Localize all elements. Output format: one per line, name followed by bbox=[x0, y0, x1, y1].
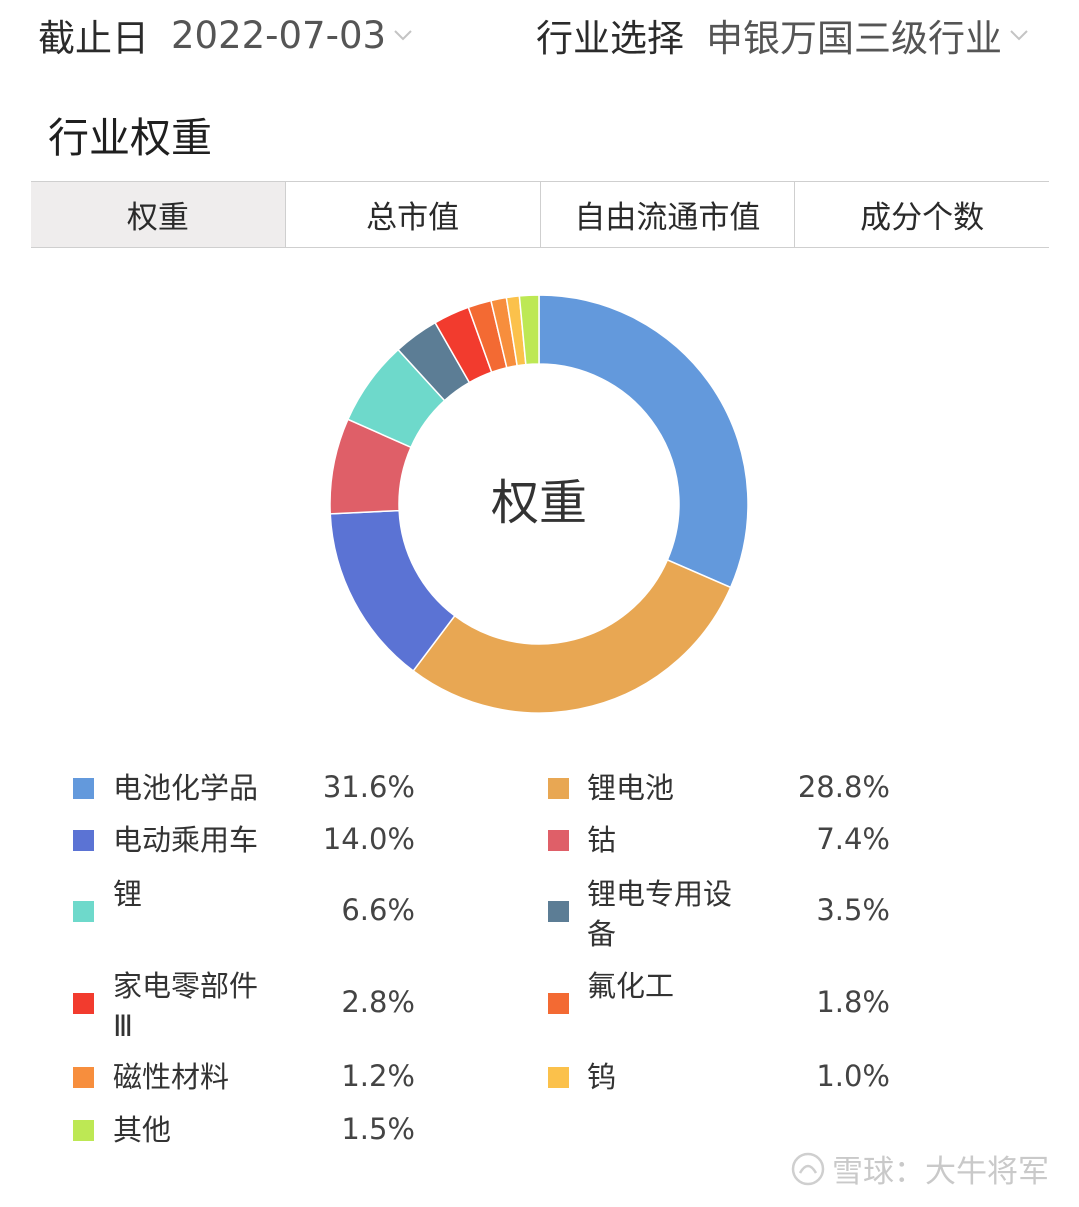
legend-label: 钨 bbox=[587, 1060, 617, 1094]
donut-slice-10[interactable] bbox=[518, 294, 540, 366]
legend-item[interactable]: 钨 1.0% bbox=[0, 1057, 1079, 1097]
legend-value: 1.8% bbox=[816, 985, 890, 1019]
date-filter[interactable]: 截止日 2022-07-03 bbox=[38, 10, 414, 60]
legend-item[interactable]: 磁性材料 1.2% bbox=[0, 1057, 1079, 1097]
tab-constituent-count[interactable]: 成分个数 bbox=[794, 182, 1049, 247]
legend-item[interactable]: 其他 1.5% bbox=[0, 1110, 1079, 1150]
legend-item[interactable]: 钴 7.4% bbox=[0, 820, 1079, 860]
section-title: 行业权重 bbox=[48, 114, 212, 162]
legend-swatch bbox=[73, 1120, 94, 1141]
legend-item[interactable]: 氟化工 1.8% bbox=[0, 969, 1079, 1034]
legend-label: 电动乘用车 bbox=[113, 823, 259, 857]
legend-item[interactable]: 电池化学品 31.6% bbox=[0, 768, 1079, 808]
legend-swatch bbox=[73, 830, 94, 851]
legend-value: 2.8% bbox=[341, 985, 415, 1019]
tab-free-float-market-cap[interactable]: 自由流通市值 bbox=[539, 182, 795, 247]
legend-label: 电池化学品 bbox=[113, 771, 259, 805]
legend-item[interactable]: 锂电专用设备 3.5% bbox=[0, 877, 1079, 951]
legend-value: 1.2% bbox=[341, 1059, 415, 1093]
legend-swatch bbox=[548, 901, 569, 922]
donut-center-label: 权重 bbox=[491, 475, 587, 531]
industry-filter-value[interactable]: 申银万国三级行业 bbox=[706, 17, 1002, 60]
date-filter-value[interactable]: 2022-07-03 bbox=[171, 13, 387, 57]
legend-swatch bbox=[73, 778, 94, 799]
legend-item[interactable]: 家电零部件Ⅲ 2.8% bbox=[0, 969, 1079, 1043]
legend-swatch bbox=[548, 778, 569, 799]
legend-label: 氟化工 bbox=[587, 969, 675, 1003]
industry-weight-donut-chart: 权重 bbox=[329, 294, 749, 714]
date-filter-label: 截止日 bbox=[38, 17, 149, 60]
legend-value: 14.0% bbox=[322, 822, 415, 856]
legend-item[interactable]: 锂电池 28.8% bbox=[0, 768, 1079, 808]
metric-tabs: 权重 总市值 自由流通市值 成分个数 bbox=[31, 181, 1049, 248]
chevron-down-icon[interactable] bbox=[392, 24, 414, 46]
legend-label: 其他 bbox=[113, 1113, 172, 1147]
watermark: 雪球：大牛将军 bbox=[790, 1146, 1049, 1191]
legend-label: 锂电池 bbox=[587, 771, 675, 805]
legend-swatch bbox=[548, 993, 569, 1014]
donut-slice-1[interactable] bbox=[412, 558, 732, 714]
legend-value: 7.4% bbox=[816, 822, 890, 856]
snowball-logo-icon bbox=[791, 1152, 825, 1185]
legend-value: 1.5% bbox=[341, 1112, 415, 1146]
legend-label: 锂 bbox=[113, 877, 143, 911]
legend-label: 钴 bbox=[587, 823, 617, 857]
legend-label: 锂电专用设备 bbox=[587, 877, 733, 951]
chevron-down-icon[interactable] bbox=[1008, 24, 1030, 46]
legend-swatch bbox=[548, 1067, 569, 1088]
legend-value: 31.6% bbox=[322, 770, 415, 804]
donut-slice-0[interactable] bbox=[538, 294, 749, 589]
legend-value: 28.8% bbox=[797, 770, 890, 804]
legend-swatch bbox=[73, 993, 94, 1014]
tab-total-market-cap[interactable]: 总市值 bbox=[284, 182, 540, 247]
legend-item[interactable]: 锂 6.6% bbox=[0, 877, 1079, 942]
legend-value: 1.0% bbox=[816, 1059, 890, 1093]
watermark-text: 雪球：大牛将军 bbox=[832, 1154, 1049, 1190]
legend-value: 6.6% bbox=[341, 893, 415, 927]
legend-swatch bbox=[73, 901, 94, 922]
industry-filter-label: 行业选择 bbox=[536, 17, 684, 60]
legend-value: 3.5% bbox=[816, 893, 890, 927]
legend-label: 磁性材料 bbox=[113, 1060, 230, 1094]
legend-label: 家电零部件Ⅲ bbox=[113, 969, 259, 1043]
legend-swatch bbox=[548, 830, 569, 851]
industry-filter[interactable]: 行业选择 申银万国三级行业 bbox=[536, 10, 1030, 60]
legend-item[interactable]: 电动乘用车 14.0% bbox=[0, 820, 1079, 860]
legend-swatch bbox=[73, 1067, 94, 1088]
tab-weight[interactable]: 权重 bbox=[31, 182, 285, 247]
